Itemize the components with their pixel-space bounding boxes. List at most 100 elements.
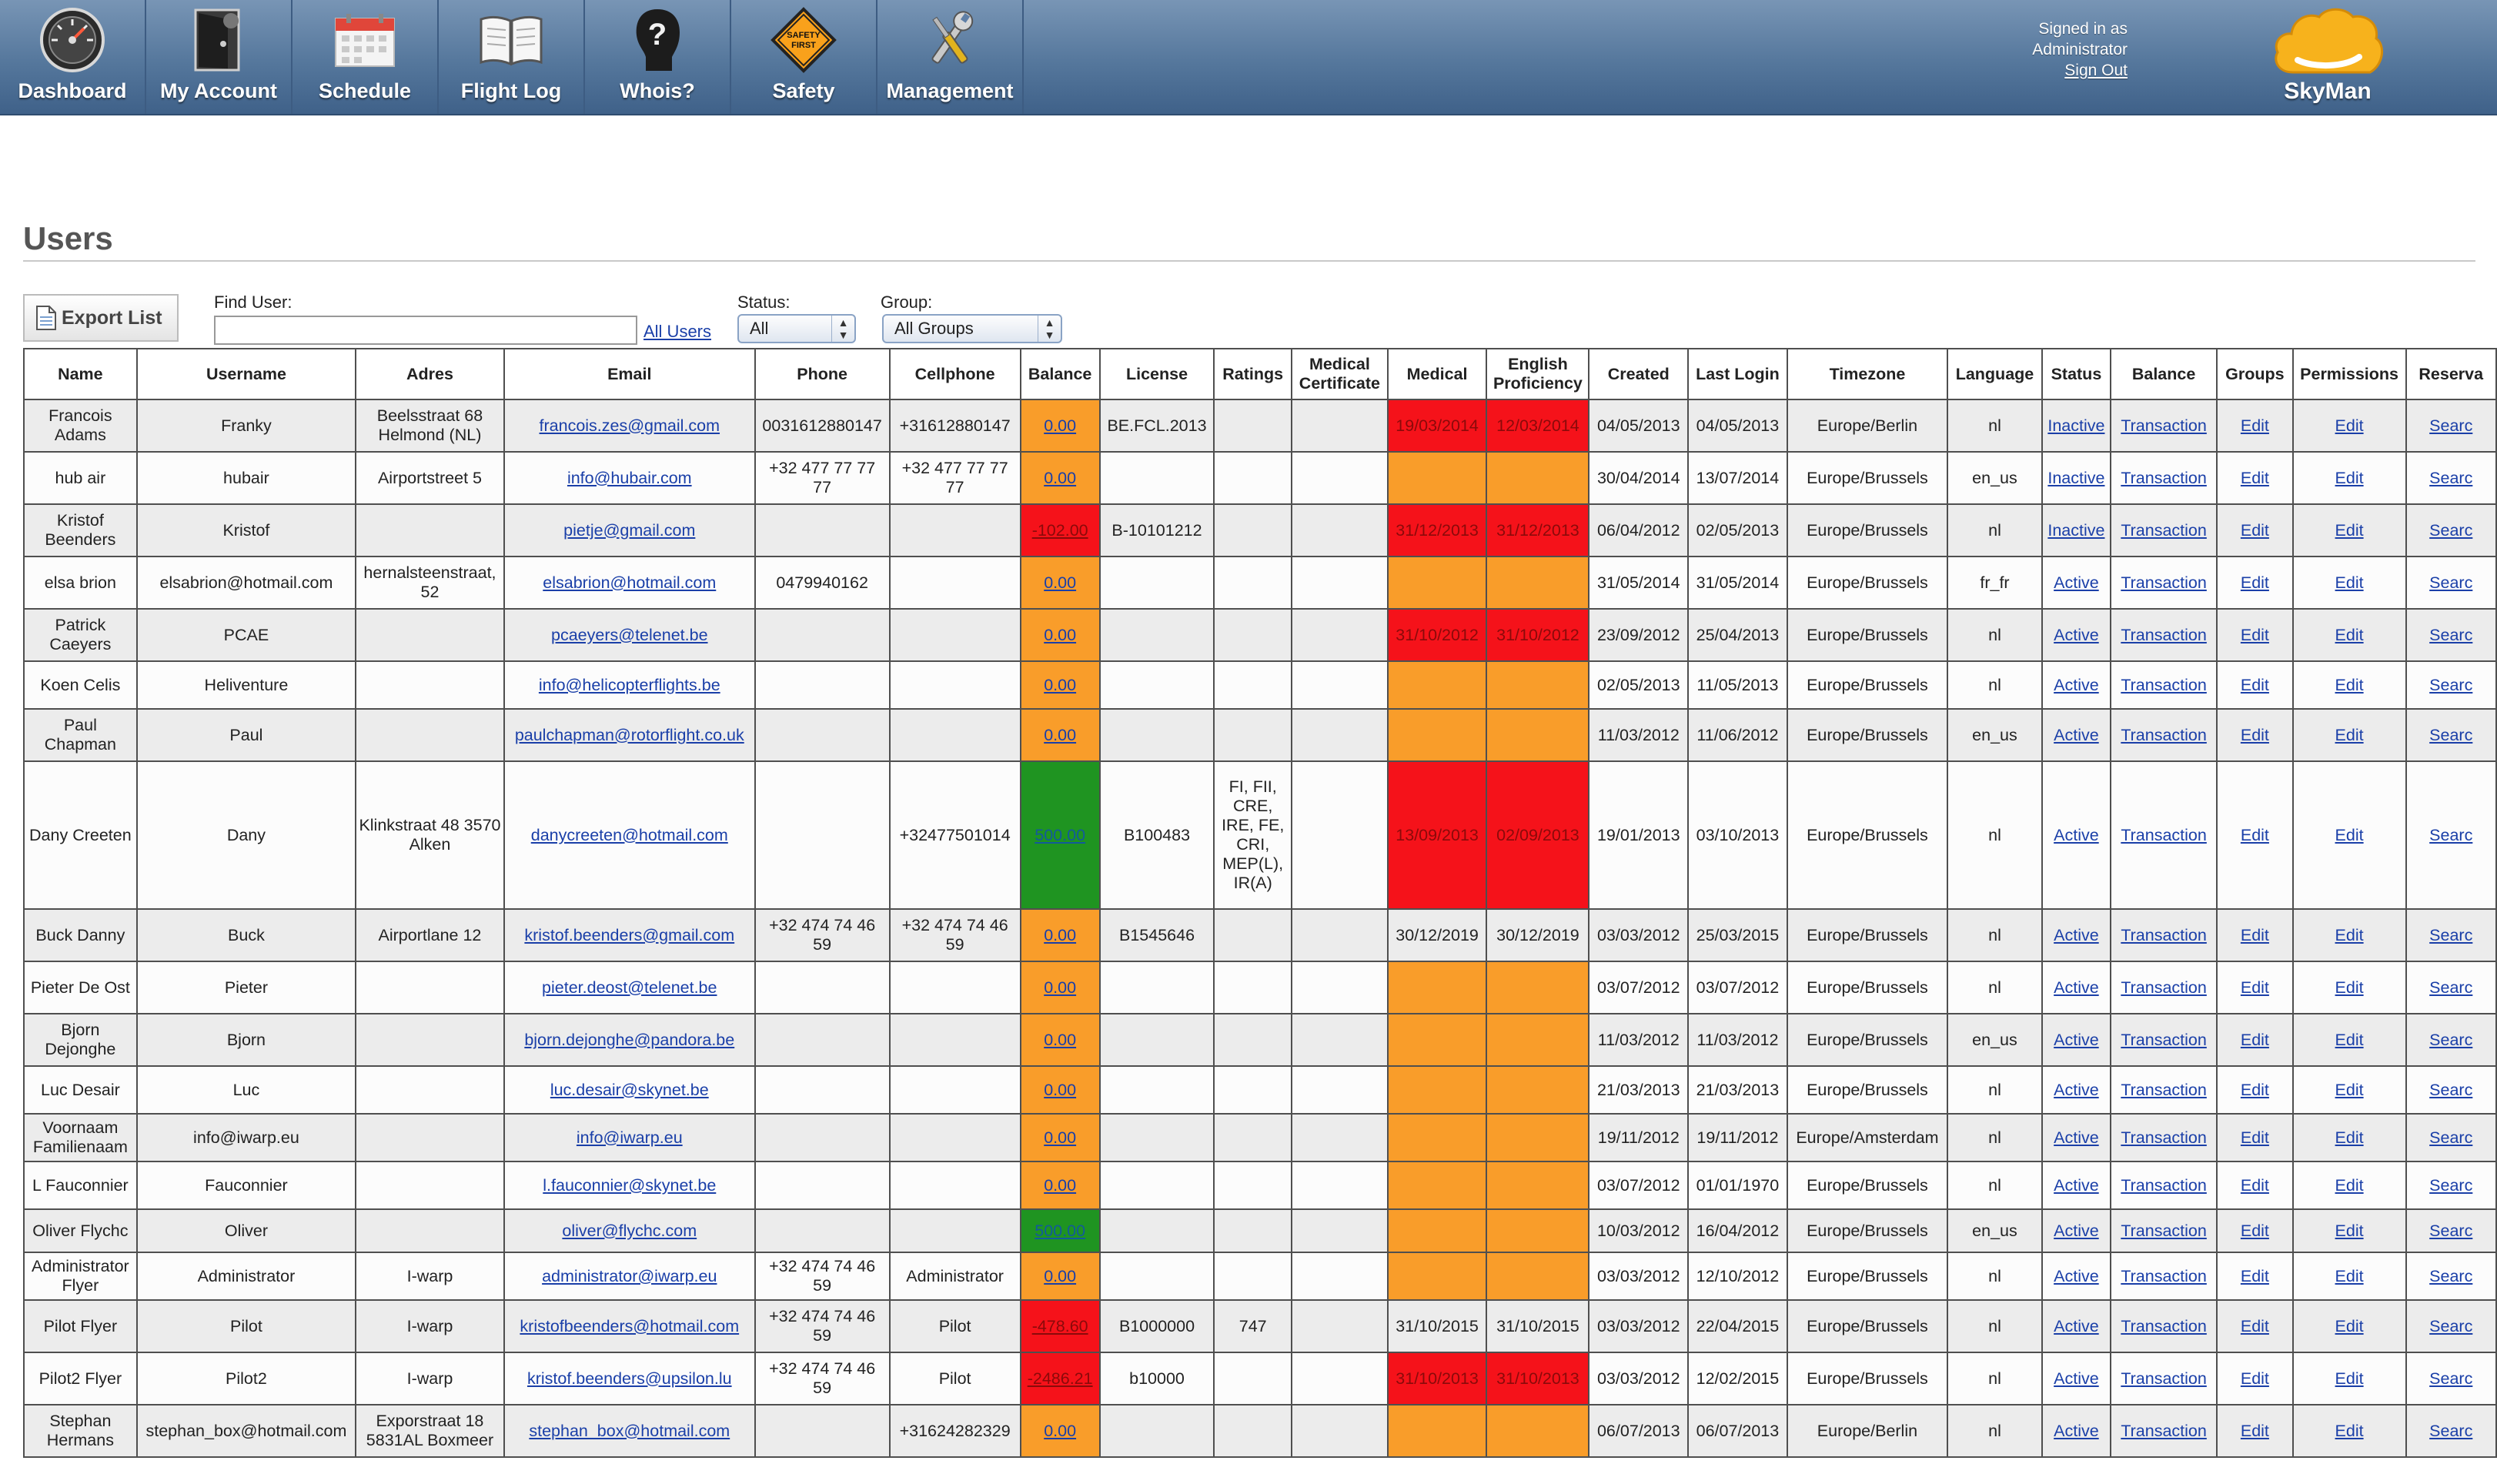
reservation-search-link[interactable]: Searc (2429, 1369, 2473, 1388)
groups-edit-link[interactable]: Edit (2240, 1369, 2269, 1388)
balance-link[interactable]: 0.00 (1044, 675, 1077, 694)
permissions-edit-link[interactable]: Edit (2335, 925, 2364, 944)
balance-link[interactable]: 500.00 (1035, 1221, 1086, 1240)
permissions-edit-link[interactable]: Edit (2335, 825, 2364, 844)
status-link[interactable]: Active (2054, 825, 2099, 844)
groups-edit-link[interactable]: Edit (2240, 1128, 2269, 1147)
status-link[interactable]: Active (2054, 675, 2099, 694)
reservation-search-link[interactable]: Searc (2429, 675, 2473, 694)
status-link[interactable]: Active (2054, 1421, 2099, 1440)
balance-link[interactable]: 500.00 (1035, 825, 1086, 844)
email-link[interactable]: kristof.beenders@upsilon.lu (526, 1369, 732, 1388)
reservation-search-link[interactable]: Searc (2429, 1175, 2473, 1195)
transaction-link[interactable]: Transaction (2121, 625, 2207, 644)
groups-edit-link[interactable]: Edit (2240, 520, 2269, 540)
reservation-search-link[interactable]: Searc (2429, 725, 2473, 744)
status-link[interactable]: Active (2054, 925, 2099, 944)
balance-link[interactable]: 0.00 (1044, 625, 1077, 644)
permissions-edit-link[interactable]: Edit (2335, 573, 2364, 592)
email-link[interactable]: info@hubair.com (567, 468, 692, 487)
balance-link[interactable]: -478.60 (1031, 1316, 1088, 1335)
group-select[interactable]: All Groups ▲ ▼ (882, 314, 1062, 343)
groups-edit-link[interactable]: Edit (2240, 1030, 2269, 1049)
status-link[interactable]: Active (2054, 1175, 2099, 1195)
balance-link[interactable]: 0.00 (1044, 1266, 1077, 1285)
transaction-link[interactable]: Transaction (2121, 468, 2207, 487)
email-link[interactable]: pietje@gmail.com (563, 520, 696, 540)
groups-edit-link[interactable]: Edit (2240, 573, 2269, 592)
transaction-link[interactable]: Transaction (2121, 1266, 2207, 1285)
permissions-edit-link[interactable]: Edit (2335, 675, 2364, 694)
transaction-link[interactable]: Transaction (2121, 1316, 2207, 1335)
reservation-search-link[interactable]: Searc (2429, 978, 2473, 997)
groups-edit-link[interactable]: Edit (2240, 825, 2269, 844)
transaction-link[interactable]: Transaction (2121, 573, 2207, 592)
balance-link[interactable]: 0.00 (1044, 1421, 1077, 1440)
transaction-link[interactable]: Transaction (2121, 520, 2207, 540)
balance-link[interactable]: 0.00 (1044, 1030, 1077, 1049)
permissions-edit-link[interactable]: Edit (2335, 520, 2364, 540)
reservation-search-link[interactable]: Searc (2429, 1080, 2473, 1099)
status-link[interactable]: Active (2054, 1266, 2099, 1285)
permissions-edit-link[interactable]: Edit (2335, 1221, 2364, 1240)
email-link[interactable]: stephan_box@hotmail.com (529, 1421, 730, 1440)
nav-my-account[interactable]: My Account (146, 0, 292, 114)
status-link[interactable]: Inactive (2047, 520, 2105, 540)
balance-link[interactable]: 0.00 (1044, 416, 1077, 435)
status-link[interactable]: Active (2054, 978, 2099, 997)
groups-edit-link[interactable]: Edit (2240, 1080, 2269, 1099)
transaction-link[interactable]: Transaction (2121, 1369, 2207, 1388)
transaction-link[interactable]: Transaction (2121, 925, 2207, 944)
groups-edit-link[interactable]: Edit (2240, 675, 2269, 694)
balance-link[interactable]: 0.00 (1044, 978, 1077, 997)
permissions-edit-link[interactable]: Edit (2335, 1080, 2364, 1099)
reservation-search-link[interactable]: Searc (2429, 1421, 2473, 1440)
groups-edit-link[interactable]: Edit (2240, 725, 2269, 744)
email-link[interactable]: elsabrion@hotmail.com (543, 573, 717, 592)
groups-edit-link[interactable]: Edit (2240, 978, 2269, 997)
groups-edit-link[interactable]: Edit (2240, 1266, 2269, 1285)
status-link[interactable]: Inactive (2047, 416, 2105, 435)
permissions-edit-link[interactable]: Edit (2335, 416, 2364, 435)
status-link[interactable]: Active (2054, 1030, 2099, 1049)
reservation-search-link[interactable]: Searc (2429, 1030, 2473, 1049)
reservation-search-link[interactable]: Searc (2429, 625, 2473, 644)
groups-edit-link[interactable]: Edit (2240, 925, 2269, 944)
permissions-edit-link[interactable]: Edit (2335, 1369, 2364, 1388)
permissions-edit-link[interactable]: Edit (2335, 1266, 2364, 1285)
reservation-search-link[interactable]: Searc (2429, 573, 2473, 592)
reservation-search-link[interactable]: Searc (2429, 825, 2473, 844)
status-link[interactable]: Active (2054, 573, 2099, 592)
balance-link[interactable]: 0.00 (1044, 1080, 1077, 1099)
status-link[interactable]: Active (2054, 1369, 2099, 1388)
nav-flight-log[interactable]: Flight Log (439, 0, 585, 114)
groups-edit-link[interactable]: Edit (2240, 1175, 2269, 1195)
reservation-search-link[interactable]: Searc (2429, 416, 2473, 435)
balance-link[interactable]: -2486.21 (1027, 1369, 1093, 1388)
sign-out-link[interactable]: Sign Out (2064, 62, 2128, 79)
permissions-edit-link[interactable]: Edit (2335, 1175, 2364, 1195)
balance-link[interactable]: 0.00 (1044, 468, 1077, 487)
email-link[interactable]: pcaeyers@telenet.be (551, 625, 708, 644)
reservation-search-link[interactable]: Searc (2429, 520, 2473, 540)
email-link[interactable]: administrator@iwarp.eu (542, 1266, 717, 1285)
nav-dashboard[interactable]: Dashboard (0, 0, 146, 114)
permissions-edit-link[interactable]: Edit (2335, 468, 2364, 487)
permissions-edit-link[interactable]: Edit (2335, 1316, 2364, 1335)
email-link[interactable]: francois.zes@gmail.com (539, 416, 720, 435)
permissions-edit-link[interactable]: Edit (2335, 978, 2364, 997)
balance-link[interactable]: 0.00 (1044, 725, 1077, 744)
transaction-link[interactable]: Transaction (2121, 1175, 2207, 1195)
transaction-link[interactable]: Transaction (2121, 675, 2207, 694)
balance-link[interactable]: -102.00 (1031, 520, 1088, 540)
status-link[interactable]: Active (2054, 1080, 2099, 1099)
status-select[interactable]: All ▲ ▼ (737, 314, 856, 343)
reservation-search-link[interactable]: Searc (2429, 1266, 2473, 1285)
all-users-link[interactable]: All Users (643, 322, 712, 341)
groups-edit-link[interactable]: Edit (2240, 625, 2269, 644)
status-link[interactable]: Active (2054, 1128, 2099, 1147)
email-link[interactable]: danycreeten@hotmail.com (530, 825, 728, 844)
balance-link[interactable]: 0.00 (1044, 573, 1077, 592)
nav-safety[interactable]: SAFETY FIRST Safety (731, 0, 877, 114)
transaction-link[interactable]: Transaction (2121, 1128, 2207, 1147)
